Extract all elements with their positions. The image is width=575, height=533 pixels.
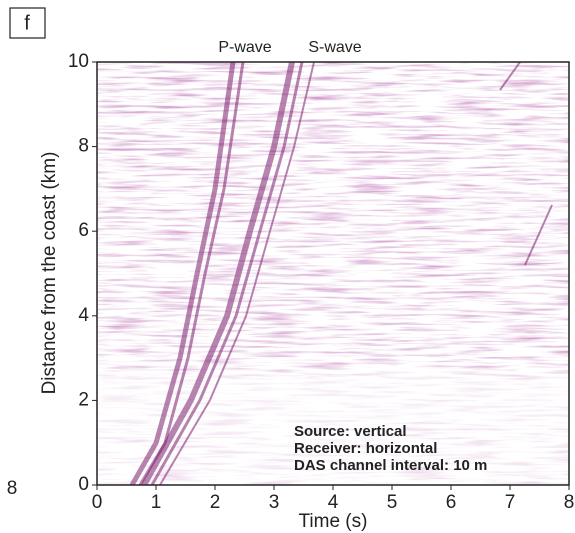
wave-label: S-wave [308,39,361,56]
y-tick-label: 4 [78,305,89,326]
x-tick-label: 0 [92,492,103,513]
x-axis-label: Time (s) [299,511,368,532]
panel-label: f [24,12,30,34]
y-tick-label: 0 [78,474,89,495]
panel-label-box [9,7,46,39]
y-tick-label: 2 [78,389,89,410]
x-tick-label: 7 [505,492,516,513]
wave-label: P-wave [218,39,271,56]
annotation: DAS channel interval: 10 m [294,457,487,474]
y-tick-label: 10 [68,51,89,72]
y-axis-label: Distance from the coast (km) [39,152,60,395]
x-tick-label: 2 [210,492,221,513]
cropped-tick: 8 [7,478,18,499]
x-tick-label: 6 [446,492,457,513]
x-tick-label: 4 [328,492,339,513]
x-tick-label: 8 [564,492,575,513]
x-tick-label: 3 [269,492,280,513]
annotation: Source: vertical [294,423,407,440]
y-tick-label: 8 [78,136,89,157]
annotation: Receiver: horizontal [294,440,437,457]
x-tick-label: 1 [151,492,162,513]
waveform-texture [97,62,569,485]
x-tick-label: 5 [387,492,398,513]
y-tick-label: 6 [78,220,89,241]
